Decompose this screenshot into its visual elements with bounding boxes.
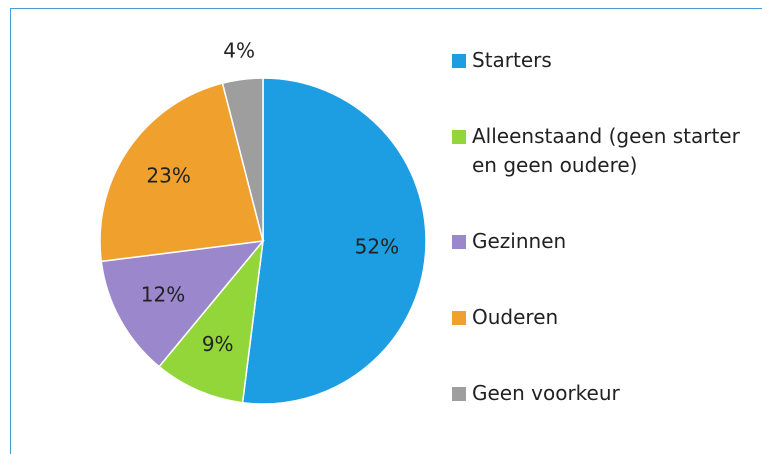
legend-item: Alleenstaand (geen starter en geen ouder… — [452, 122, 752, 180]
legend-label: Geen voorkeur — [472, 381, 620, 406]
legend-item: Gezinnen — [452, 227, 752, 256]
pie: 52% 9% 12% 23% 4% — [99, 38, 427, 405]
legend-swatch — [452, 311, 466, 326]
pie-slice — [100, 240, 265, 368]
legend-swatch — [452, 53, 466, 68]
legend-swatch — [452, 387, 466, 402]
pie-slice — [158, 238, 265, 404]
data-label: 52% — [355, 235, 399, 259]
chart-frame — [10, 8, 762, 454]
legend-swatch — [452, 234, 466, 249]
data-label: 9% — [202, 332, 234, 356]
legend: Starters Alleenstaand (geen starter en ge… — [452, 22, 752, 432]
legend-label: Starters — [472, 47, 552, 72]
data-label: 23% — [146, 163, 190, 187]
pie-slice — [221, 77, 264, 242]
legend-swatch — [452, 129, 466, 144]
data-label: 4% — [223, 38, 255, 62]
legend-label: Ouderen — [472, 305, 559, 330]
legend-item: Geen voorkeur — [452, 379, 752, 408]
legend-label: Alleenstaand (geen starter en geen ouder… — [472, 123, 740, 177]
data-label: 12% — [141, 282, 185, 306]
legend-label: Gezinnen — [472, 228, 567, 253]
pie-slice — [99, 82, 264, 263]
pie-slice — [241, 77, 427, 405]
legend-item: Ouderen — [452, 303, 752, 332]
legend-item: Starters — [452, 46, 752, 75]
